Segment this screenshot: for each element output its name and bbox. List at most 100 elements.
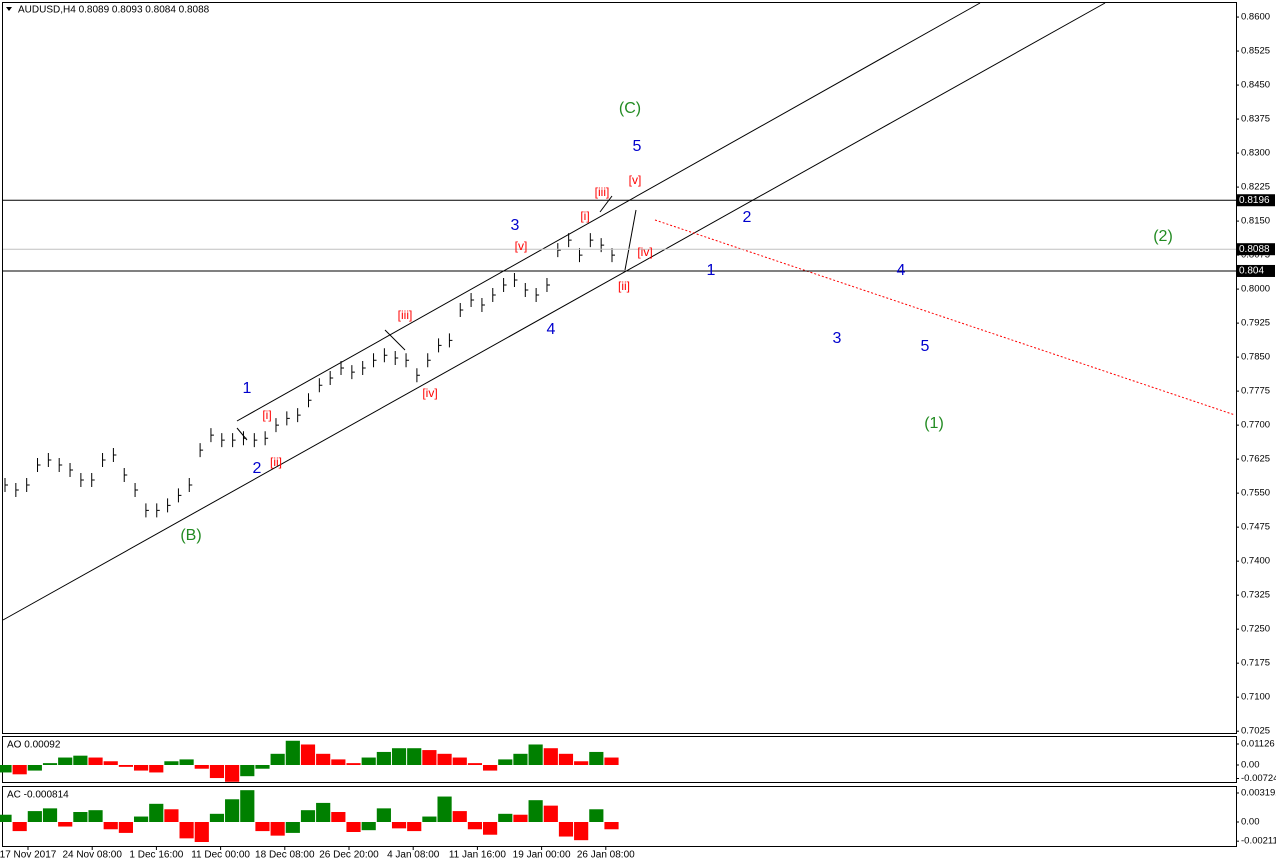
price-bar <box>232 433 236 448</box>
histogram-bar <box>270 822 285 836</box>
histogram-bar <box>88 757 103 765</box>
price-bar <box>26 477 30 492</box>
histogram-bar <box>0 764 12 773</box>
histogram-bar <box>12 822 27 832</box>
wave-label: (C) <box>619 100 641 117</box>
y-tick-label: 0.8000 <box>1241 284 1270 295</box>
wave-label: [iv] <box>422 386 437 400</box>
price-bar <box>416 368 420 383</box>
ao-header: AO 0.00092 <box>7 740 61 751</box>
y-tick-label: 0.00 <box>1241 817 1260 828</box>
x-tick-label: 11 Dec 00:00 <box>191 850 250 861</box>
price-level-label: 0.804 <box>1239 266 1264 277</box>
histogram-bar <box>88 810 103 822</box>
y-tick-label: 0.8600 <box>1241 12 1270 23</box>
y-tick-label: 0.7625 <box>1241 454 1270 465</box>
price-bar <box>177 488 182 503</box>
x-tick-label: 1 Dec 16:00 <box>129 850 183 861</box>
ac-header: AC -0.000814 <box>7 790 69 801</box>
histogram-bar <box>209 813 225 822</box>
histogram-bar <box>558 753 574 765</box>
histogram-bar <box>316 753 331 765</box>
histogram-bar <box>391 748 407 765</box>
histogram-bar <box>209 764 225 779</box>
price-bar <box>459 302 464 317</box>
wave-label: [ii] <box>270 455 282 469</box>
y-tick-label: 0.7175 <box>1241 658 1270 669</box>
price-bar <box>362 361 366 375</box>
histogram-bar <box>164 761 179 765</box>
histogram-bar <box>604 757 619 765</box>
histogram-bar <box>179 822 194 839</box>
x-tick-label: 26 Dec 20:00 <box>319 850 379 861</box>
wave-label: [iv] <box>637 245 652 259</box>
histogram-bar <box>118 822 133 833</box>
histogram-bar <box>179 759 194 765</box>
price-bar <box>253 433 258 448</box>
symbol-header: AUDUSD,H4 0.8089 0.8093 0.8084 0.8088 <box>18 5 210 16</box>
histogram-bar <box>27 811 42 822</box>
wave-label: 2 <box>743 209 752 226</box>
histogram-bar <box>331 812 346 822</box>
y-tick-label: 0.00 <box>1241 760 1260 771</box>
histogram-bar <box>12 764 27 775</box>
price-bar <box>15 482 19 497</box>
histogram-bar <box>376 808 391 822</box>
price-bar <box>481 297 485 312</box>
histogram-bar <box>361 822 376 831</box>
target-line <box>654 219 1236 416</box>
price-bar <box>210 428 214 443</box>
price-bar <box>264 431 269 446</box>
histogram-bar <box>103 822 118 830</box>
price-bar <box>123 468 128 483</box>
x-tick-label: 18 Dec 08:00 <box>255 850 315 861</box>
histogram-bar <box>513 753 528 765</box>
y-tick-label: 0.8225 <box>1241 182 1270 193</box>
price-level-label: 0.8196 <box>1239 195 1270 206</box>
price-bar <box>275 418 279 433</box>
histogram-bar <box>225 764 240 782</box>
histogram-bar <box>346 822 361 832</box>
wave-label: 4 <box>897 262 906 279</box>
histogram-bar <box>316 802 331 822</box>
wave-label: [i] <box>580 209 589 223</box>
wave-label: 2 <box>253 460 262 477</box>
histogram-bar <box>300 744 316 765</box>
price-bar <box>221 433 225 448</box>
price-bar <box>58 458 63 473</box>
histogram-bar <box>194 764 209 769</box>
histogram-bar <box>103 761 118 765</box>
y-tick-label: 0.01126 <box>1241 739 1275 750</box>
histogram-bar <box>407 822 422 832</box>
histogram-bar <box>194 822 209 842</box>
histogram-bar <box>528 800 543 822</box>
histogram-bar <box>42 763 58 765</box>
histogram-bar <box>133 764 149 771</box>
ao-frame <box>2 736 1237 783</box>
histogram-bar <box>346 763 361 765</box>
histogram-bar <box>285 740 300 765</box>
y-tick-label: 0.8525 <box>1241 46 1270 57</box>
x-tick-label: 17 Nov 2017 <box>0 850 57 861</box>
wave-label: [iii] <box>398 308 413 322</box>
histogram-bar <box>240 790 255 822</box>
price-bar <box>383 348 388 363</box>
histogram-bar <box>437 753 452 765</box>
price-bar <box>4 477 8 492</box>
wave-label: 1 <box>243 380 252 397</box>
price-level-box <box>1237 243 1275 256</box>
histogram-bar <box>558 822 574 837</box>
histogram-bar <box>498 759 513 765</box>
wave-label: [iii] <box>595 185 610 199</box>
histogram-bar <box>452 757 467 765</box>
price-bar <box>568 233 572 248</box>
price-bar <box>102 453 106 468</box>
histogram-bar <box>574 761 589 765</box>
menu-arrow <box>6 7 12 11</box>
histogram-bar <box>467 763 483 765</box>
price-bar <box>524 283 529 298</box>
histogram-bar <box>149 803 164 822</box>
y-tick-label: -0.00211 <box>1241 836 1276 847</box>
histogram-bar <box>437 796 452 822</box>
